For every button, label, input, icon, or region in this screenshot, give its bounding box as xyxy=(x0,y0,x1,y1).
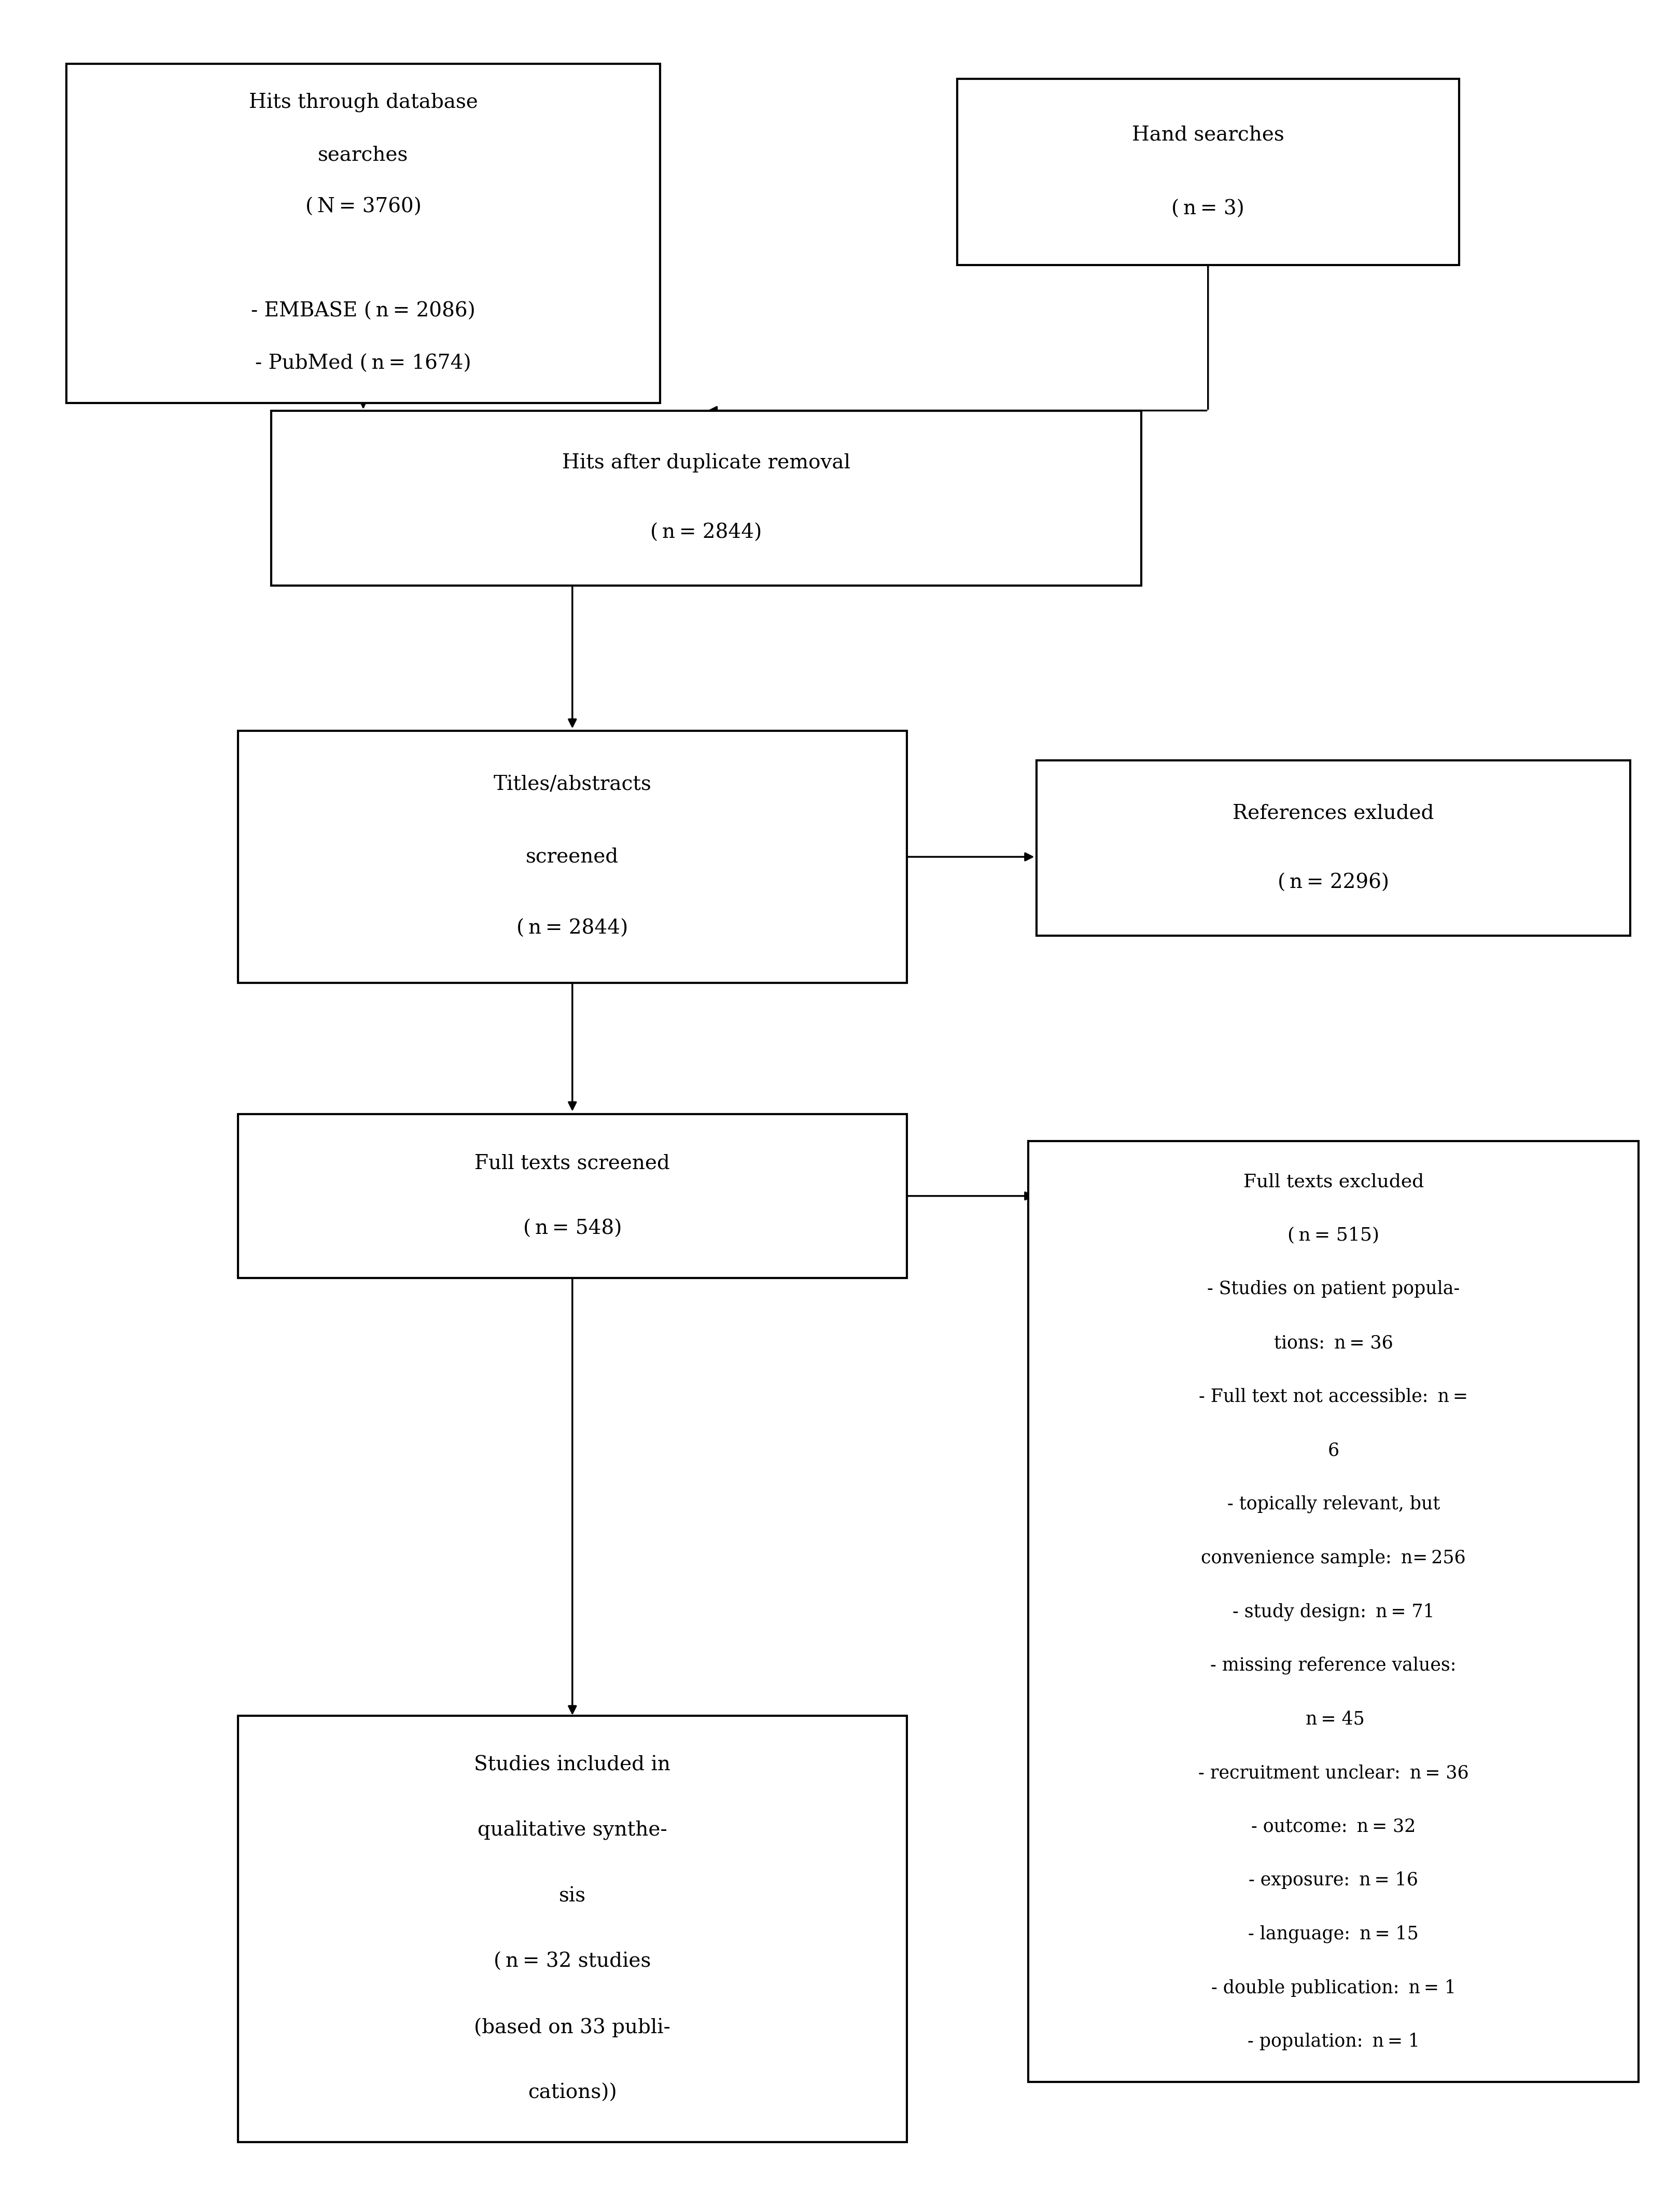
Text: (based on 33 publi-: (based on 33 publi- xyxy=(474,2017,670,2037)
Text: - Full text not accessible:  n =: - Full text not accessible: n = xyxy=(1200,1387,1468,1405)
Text: qualitative synthe-: qualitative synthe- xyxy=(477,1820,667,1839)
FancyBboxPatch shape xyxy=(1037,762,1630,935)
Text: Hits after duplicate removal: Hits after duplicate removal xyxy=(563,454,850,472)
Text: Full texts screened: Full texts screened xyxy=(475,1155,670,1172)
Text: ( n = 548): ( n = 548) xyxy=(522,1218,622,1238)
Text: - missing reference values:: - missing reference values: xyxy=(1211,1657,1457,1675)
Text: Studies included in: Studies included in xyxy=(474,1756,670,1774)
FancyBboxPatch shape xyxy=(958,79,1458,266)
Text: sis: sis xyxy=(559,1886,586,1905)
Text: searches: searches xyxy=(318,145,408,165)
FancyBboxPatch shape xyxy=(270,410,1141,586)
Text: References exluded: References exluded xyxy=(1233,803,1435,823)
Text: - PubMed ( n = 1674): - PubMed ( n = 1674) xyxy=(255,353,472,373)
Text: n = 45: n = 45 xyxy=(1302,1710,1364,1727)
Text: - language:  n = 15: - language: n = 15 xyxy=(1248,1925,1418,1943)
Text: ( N = 3760): ( N = 3760) xyxy=(306,198,422,217)
FancyBboxPatch shape xyxy=(239,1716,907,2142)
Text: - outcome:  n = 32: - outcome: n = 32 xyxy=(1252,1817,1416,1835)
Text: Titles/abstracts: Titles/abstracts xyxy=(494,775,652,795)
FancyBboxPatch shape xyxy=(1028,1141,1638,2083)
FancyBboxPatch shape xyxy=(239,731,907,983)
Text: Full texts excluded: Full texts excluded xyxy=(1243,1172,1423,1190)
Text: - Studies on patient popula-: - Studies on patient popula- xyxy=(1208,1280,1460,1297)
Text: - study design:  n = 71: - study design: n = 71 xyxy=(1233,1602,1435,1620)
Text: ( n = 2844): ( n = 2844) xyxy=(516,920,628,937)
Text: - population:  n = 1: - population: n = 1 xyxy=(1247,2033,1420,2050)
Text: Hand searches: Hand searches xyxy=(1132,125,1284,145)
Text: Hits through database: Hits through database xyxy=(249,92,477,112)
Text: - EMBASE ( n = 2086): - EMBASE ( n = 2086) xyxy=(250,303,475,320)
Text: - recruitment unclear:  n = 36: - recruitment unclear: n = 36 xyxy=(1198,1765,1468,1782)
Text: screened: screened xyxy=(526,847,618,867)
Text: tions:  n = 36: tions: n = 36 xyxy=(1273,1335,1393,1352)
Text: ( n = 2296): ( n = 2296) xyxy=(1278,874,1389,893)
Text: - double publication:  n = 1: - double publication: n = 1 xyxy=(1211,1980,1457,1997)
FancyBboxPatch shape xyxy=(66,64,660,404)
Text: ( n = 2844): ( n = 2844) xyxy=(650,522,763,542)
Text: cations)): cations)) xyxy=(528,2083,617,2103)
Text: ( n = 32 studies: ( n = 32 studies xyxy=(494,1951,652,1971)
Text: ( n = 515): ( n = 515) xyxy=(1287,1227,1379,1245)
Text: 6: 6 xyxy=(1327,1442,1339,1460)
Text: ( n = 3): ( n = 3) xyxy=(1171,200,1245,220)
Text: - exposure:  n = 16: - exposure: n = 16 xyxy=(1248,1872,1418,1890)
Text: convenience sample:  n= 256: convenience sample: n= 256 xyxy=(1201,1550,1467,1567)
Text: - topically relevant, but: - topically relevant, but xyxy=(1226,1495,1440,1512)
FancyBboxPatch shape xyxy=(239,1113,907,1277)
